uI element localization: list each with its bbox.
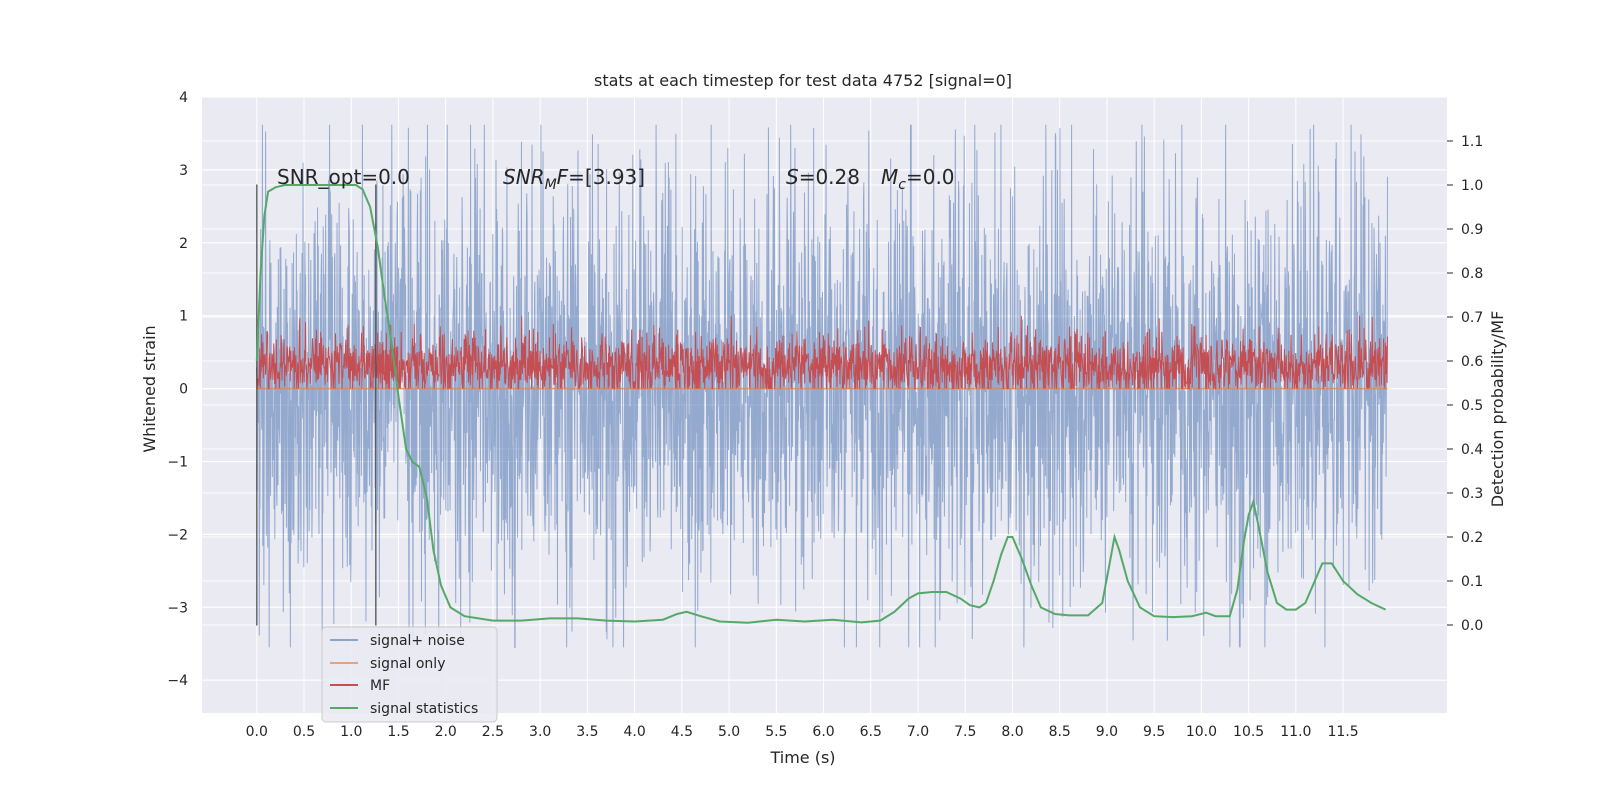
legend-label-signal-only: signal only [370,656,445,672]
y2-tick-label: 0.3 [1461,486,1483,502]
s-symbol: S [786,165,799,189]
signal-statistics-line [255,184,1387,624]
x-tick-label: 1.5 [387,724,409,740]
y-tick-label: −1 [167,454,188,470]
x-tick-label: 11.5 [1328,724,1359,740]
y-axis-label: Whitened strain [140,325,159,452]
x-tick-label: 0.0 [246,724,268,740]
x-tick-label: 3.0 [529,724,551,740]
x-tick-label: 9.5 [1143,724,1165,740]
y-tick-label: 1 [179,309,188,325]
snr-mf-symbol: SNR [503,165,545,189]
x-axis-label: Time (s) [769,748,835,767]
mc-symbol: M [881,165,898,189]
y2-tick-label: 0.9 [1461,222,1483,238]
chart-title: stats at each timestep for test data 475… [594,71,1012,90]
x-tick-label: 4.0 [623,724,645,740]
y-tick-label: 3 [179,163,188,179]
annotation-mc: Mc=0.0 [881,165,955,193]
x-tick-label: 11.0 [1280,724,1311,740]
series-mf [256,315,1388,391]
snr-mf-subscript: M [545,177,557,193]
y-tick-label: −3 [167,600,188,616]
y2-tick-label: 1.1 [1461,134,1483,150]
signal-noise-line [256,124,1388,648]
x-tick-label: 10.5 [1233,724,1264,740]
y2-tick-label: 0.6 [1461,354,1483,370]
legend: signal+ noise signal only MF signal stat… [321,626,498,723]
y2-tick-label: 0.0 [1461,618,1483,634]
x-tick-label: 9.0 [1096,724,1118,740]
annotation-snr-mf: SNRMF=[3.93] [503,165,645,193]
y2-tick-label: 0.1 [1461,574,1483,590]
x-tick-label: 2.5 [482,724,504,740]
x-tick-label: 0.5 [293,724,315,740]
x-tick-label: 6.0 [812,724,834,740]
x-tick-label: 2.0 [435,724,457,740]
mc-value: =0.0 [906,165,955,189]
s-value: =0.28 [799,165,860,189]
x-tick-label: 6.5 [860,724,882,740]
x-tick-label: 8.5 [1049,724,1071,740]
snr-mf-f: F [557,165,569,189]
mc-subscript: c [898,177,906,193]
series-signal-statistics [255,184,1387,624]
legend-box [321,626,498,723]
annotation-snr-opt: SNR_opt=0.0 [277,165,410,189]
y2-tick-label: 0.8 [1461,266,1483,282]
x-tick-label: 8.0 [1001,724,1023,740]
x-tick-label: 5.5 [765,724,787,740]
x-tick-label: 7.5 [954,724,976,740]
x-tick-label: 5.0 [718,724,740,740]
y-axis-ticks: 4 3 2 1 0 −1 −2 −3 −4 [167,90,188,689]
x-tick-label: 3.5 [576,724,598,740]
x-tick-label: 4.5 [671,724,693,740]
annotation-s: S=0.28 [786,165,860,189]
legend-label-signal-noise: signal+ noise [370,633,465,649]
mf-line [256,315,1388,391]
y-tick-label: 0 [179,382,188,398]
x-axis-ticks: 0.0 0.5 1.0 1.5 2.0 2.5 3.0 3.5 4.0 4.5 5.0 5.5 6.0 6… [246,724,1359,740]
x-tick-label: 10.0 [1186,724,1217,740]
y2-tick-label: 1.0 [1461,178,1483,194]
y2-tick-label: 0.4 [1461,442,1483,458]
y-tick-label: 4 [179,90,188,106]
vertical-markers [256,184,377,626]
legend-label-mf: MF [370,678,390,694]
x-tick-label: 1.0 [340,724,362,740]
y-tick-label: 2 [179,236,188,252]
legend-label-signal-statistics: signal statistics [370,701,478,717]
y-tick-label: −4 [167,673,188,689]
y2-tick-label: 0.2 [1461,530,1483,546]
snr-mf-value: =[3.93] [568,165,645,189]
x-tick-label: 7.0 [907,724,929,740]
y2-tick-label: 0.5 [1461,398,1483,414]
y2-tick-label: 0.7 [1461,310,1483,326]
right-y-axis-ticks: 1.1 1.0 0.9 0.8 0.7 0.6 0.5 0.4 0.3 0.2 0.1 0.0 [1447,134,1483,634]
right-y-axis-label: Detection probability/MF [1488,311,1507,508]
series-signal-noise [256,124,1388,648]
y-tick-label: −2 [167,527,188,543]
